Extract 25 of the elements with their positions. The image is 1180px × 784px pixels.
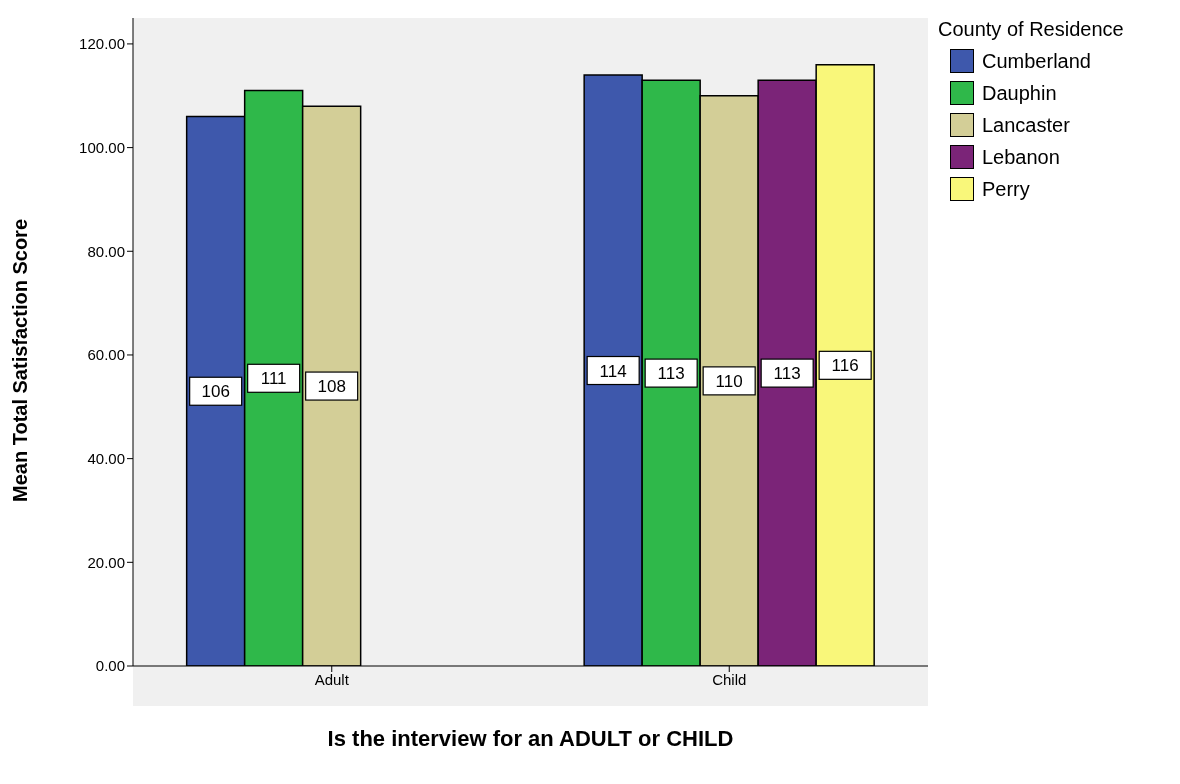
y-tick-label: 100.00	[79, 138, 125, 156]
y-tick-label: 60.00	[87, 346, 125, 364]
y-axis-title: Mean Total Satisfaction Score	[9, 218, 32, 502]
data-label: 111	[260, 369, 287, 389]
y-tick-label: 120.00	[79, 35, 125, 53]
legend-label: Cumberland	[982, 49, 1091, 73]
data-label: 114	[599, 361, 627, 381]
legend-label: Perry	[982, 177, 1030, 201]
data-label: 113	[657, 364, 685, 384]
legend-label: Lebanon	[982, 145, 1060, 169]
y-tick-label: 0.00	[95, 657, 125, 675]
legend-title: County of Residence	[938, 18, 1124, 41]
data-label: 108	[317, 377, 346, 397]
data-label: 113	[773, 364, 801, 384]
y-tick-label: 20.00	[87, 553, 125, 571]
x-tick-label: Adult	[314, 670, 350, 688]
legend-label: Lancaster	[982, 113, 1070, 137]
data-label: 110	[715, 371, 743, 391]
x-tick-label: Child	[712, 670, 747, 688]
data-label: 106	[201, 382, 230, 402]
y-tick-label: 40.00	[87, 449, 125, 467]
data-label: 116	[831, 356, 859, 376]
legend-label: Dauphin	[982, 81, 1057, 105]
y-tick-label: 80.00	[87, 242, 125, 260]
x-axis-title: Is the interview for an ADULT or CHILD	[327, 726, 734, 751]
